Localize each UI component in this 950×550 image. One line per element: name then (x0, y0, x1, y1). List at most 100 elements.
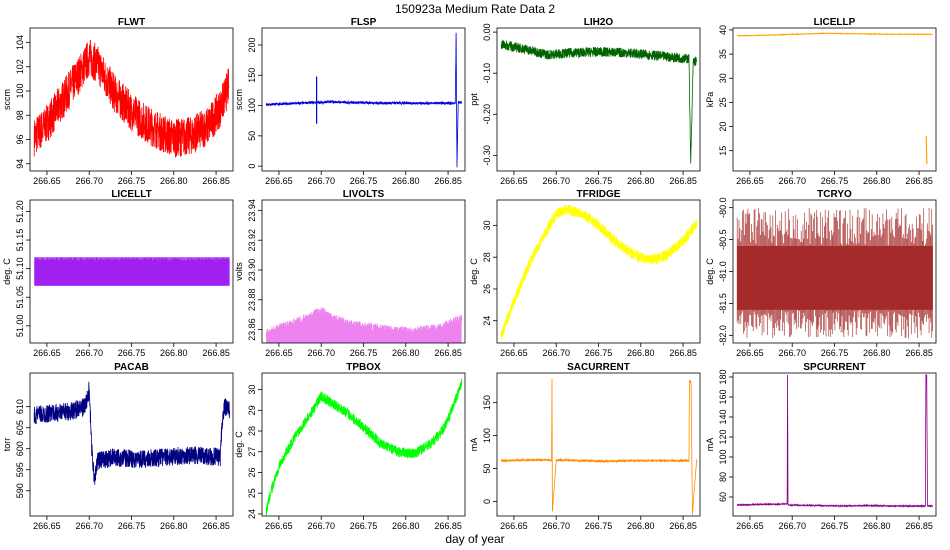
x-tick-label: 266.75 (118, 521, 146, 531)
panel-flsp: FLSP 266.65 266.70 266.75 266.80 266.85 0 50 100… (234, 17, 465, 186)
y-tick-label: 28 (247, 426, 257, 436)
y-tick-label: 15 (718, 146, 728, 156)
y-tick-label: 80 (718, 472, 728, 482)
x-tick-label: 266.80 (392, 176, 420, 186)
y-tick-label: 51.10 (15, 257, 25, 280)
y-axis-label: torr (2, 438, 12, 452)
x-tick-label: 266.80 (627, 521, 655, 531)
y-tick-label: 23.90 (247, 259, 257, 282)
x-tick-label: 266.70 (542, 176, 570, 186)
y-axis-label: sccm (234, 89, 244, 110)
x-tick-label: 266.70 (307, 521, 335, 531)
plot-area (266, 33, 461, 168)
x-tick-label: 266.80 (863, 176, 891, 186)
y-tick-label: 96 (15, 134, 25, 144)
plot-area (501, 205, 696, 340)
y-tick-label: 40 (718, 25, 728, 35)
panel-licellp: LICELLP 266.65 266.70 266.75 266.80 266.85 15 2… (705, 17, 936, 186)
y-axis-label: deg. C (234, 431, 244, 458)
y-tick-label: 35 (718, 49, 728, 59)
y-tick-label: 104 (15, 35, 25, 50)
panel-spcurrent: SPCURRENT 266.65 266.70 266.75 266.80 266.85 6… (705, 362, 936, 531)
y-tick-label: 140 (718, 409, 728, 424)
plot-area (737, 208, 932, 339)
x-tick-label: 266.85 (434, 176, 462, 186)
x-tick-label: 266.65 (33, 176, 61, 186)
y-tick-label: 100 (482, 428, 492, 443)
x-tick-label: 266.80 (627, 176, 655, 186)
series-line (501, 379, 696, 515)
x-tick-label: 266.75 (350, 348, 378, 358)
y-tick-label: 51.15 (15, 229, 25, 252)
y-axis-label: deg. C (469, 258, 479, 285)
y-tick-label: 28 (482, 252, 492, 262)
panel-title: PACAB (114, 362, 149, 373)
series-line (737, 208, 932, 339)
panel-flwt: FLWT 266.65 266.70 266.75 266.80 266.85 94 96 98… (2, 17, 233, 186)
plot-frame (733, 28, 936, 171)
x-tick-label: 266.85 (905, 176, 933, 186)
y-tick-label: 23.88 (247, 289, 257, 312)
x-tick-label: 266.85 (434, 348, 462, 358)
panel-pacab: PACAB 266.65 266.70 266.75 266.80 266.85 590 59… (2, 362, 233, 531)
y-axis-label: ppt (469, 93, 479, 106)
y-tick-label: 30 (718, 73, 728, 83)
series-line (501, 205, 696, 340)
y-axis-label: volts (234, 262, 244, 281)
y-tick-label: 605 (15, 420, 25, 435)
y-tick-label: 102 (15, 59, 25, 74)
y-tick-label: -80.0 (718, 197, 728, 218)
plot-frame (733, 373, 936, 516)
x-tick-label: 266.80 (863, 521, 891, 531)
panel-title: FLSP (351, 17, 377, 28)
plot-area (34, 257, 229, 286)
x-tick-label: 266.65 (500, 176, 528, 186)
panels: FLWT 266.65 266.70 266.75 266.80 266.85 94 96 98… (2, 17, 936, 531)
x-tick-label: 266.75 (118, 348, 146, 358)
x-tick-label: 266.70 (778, 176, 806, 186)
y-tick-label: 0 (482, 499, 492, 504)
figure-title: 150923a Medium Rate Data 2 (395, 2, 555, 16)
x-tick-label: 266.85 (434, 521, 462, 531)
panel-title: LIVOLTS (343, 189, 385, 200)
panel-livolts: LIVOLTS266.65 266.70 266.75 266.80 266.8523.… (234, 189, 465, 358)
y-axis-label: deg. C (705, 258, 715, 285)
series-line (737, 375, 932, 507)
x-tick-label: 266.70 (307, 348, 335, 358)
x-tick-label: 266.75 (350, 176, 378, 186)
x-tick-label: 266.75 (350, 521, 378, 531)
plot-area (501, 379, 696, 515)
y-tick-label: 27 (247, 447, 257, 457)
panel-title: TCRYO (817, 189, 852, 200)
y-tick-label: 94 (15, 159, 25, 169)
plot-frame (497, 373, 700, 516)
y-tick-label: 25 (247, 488, 257, 498)
series-line (737, 33, 932, 36)
y-tick-label: 26 (247, 467, 257, 477)
panel-sacurrent: SACURRENT 266.65 266.70 266.75 266.80 266.85 0… (469, 362, 700, 531)
plot-frame (262, 28, 465, 171)
x-tick-label: 266.85 (905, 348, 933, 358)
y-tick-label: 30 (247, 385, 257, 395)
x-tick-label: 266.85 (202, 521, 230, 531)
y-tick-label: 100 (247, 98, 257, 113)
y-tick-label: 24 (482, 316, 492, 326)
y-tick-label: 150 (482, 395, 492, 410)
x-tick-label: 266.70 (75, 176, 103, 186)
panel-title: TPBOX (346, 362, 381, 373)
x-tick-label: 266.75 (821, 176, 849, 186)
plot-area (34, 40, 229, 157)
y-tick-label: -0.20 (482, 104, 492, 125)
x-tick-label: 266.75 (585, 176, 613, 186)
y-tick-label: 26 (482, 284, 492, 294)
x-tick-label: 266.85 (669, 176, 697, 186)
y-tick-label: 600 (15, 441, 25, 456)
panel-title: LICELLP (814, 17, 856, 28)
y-axis-label: kPa (705, 92, 715, 108)
series-line (266, 33, 461, 168)
y-tick-label: -0.10 (482, 63, 492, 84)
plot-frame (30, 373, 233, 516)
x-tick-label: 266.65 (736, 348, 764, 358)
x-tick-label: 266.65 (500, 521, 528, 531)
y-tick-label: 100 (15, 84, 25, 99)
